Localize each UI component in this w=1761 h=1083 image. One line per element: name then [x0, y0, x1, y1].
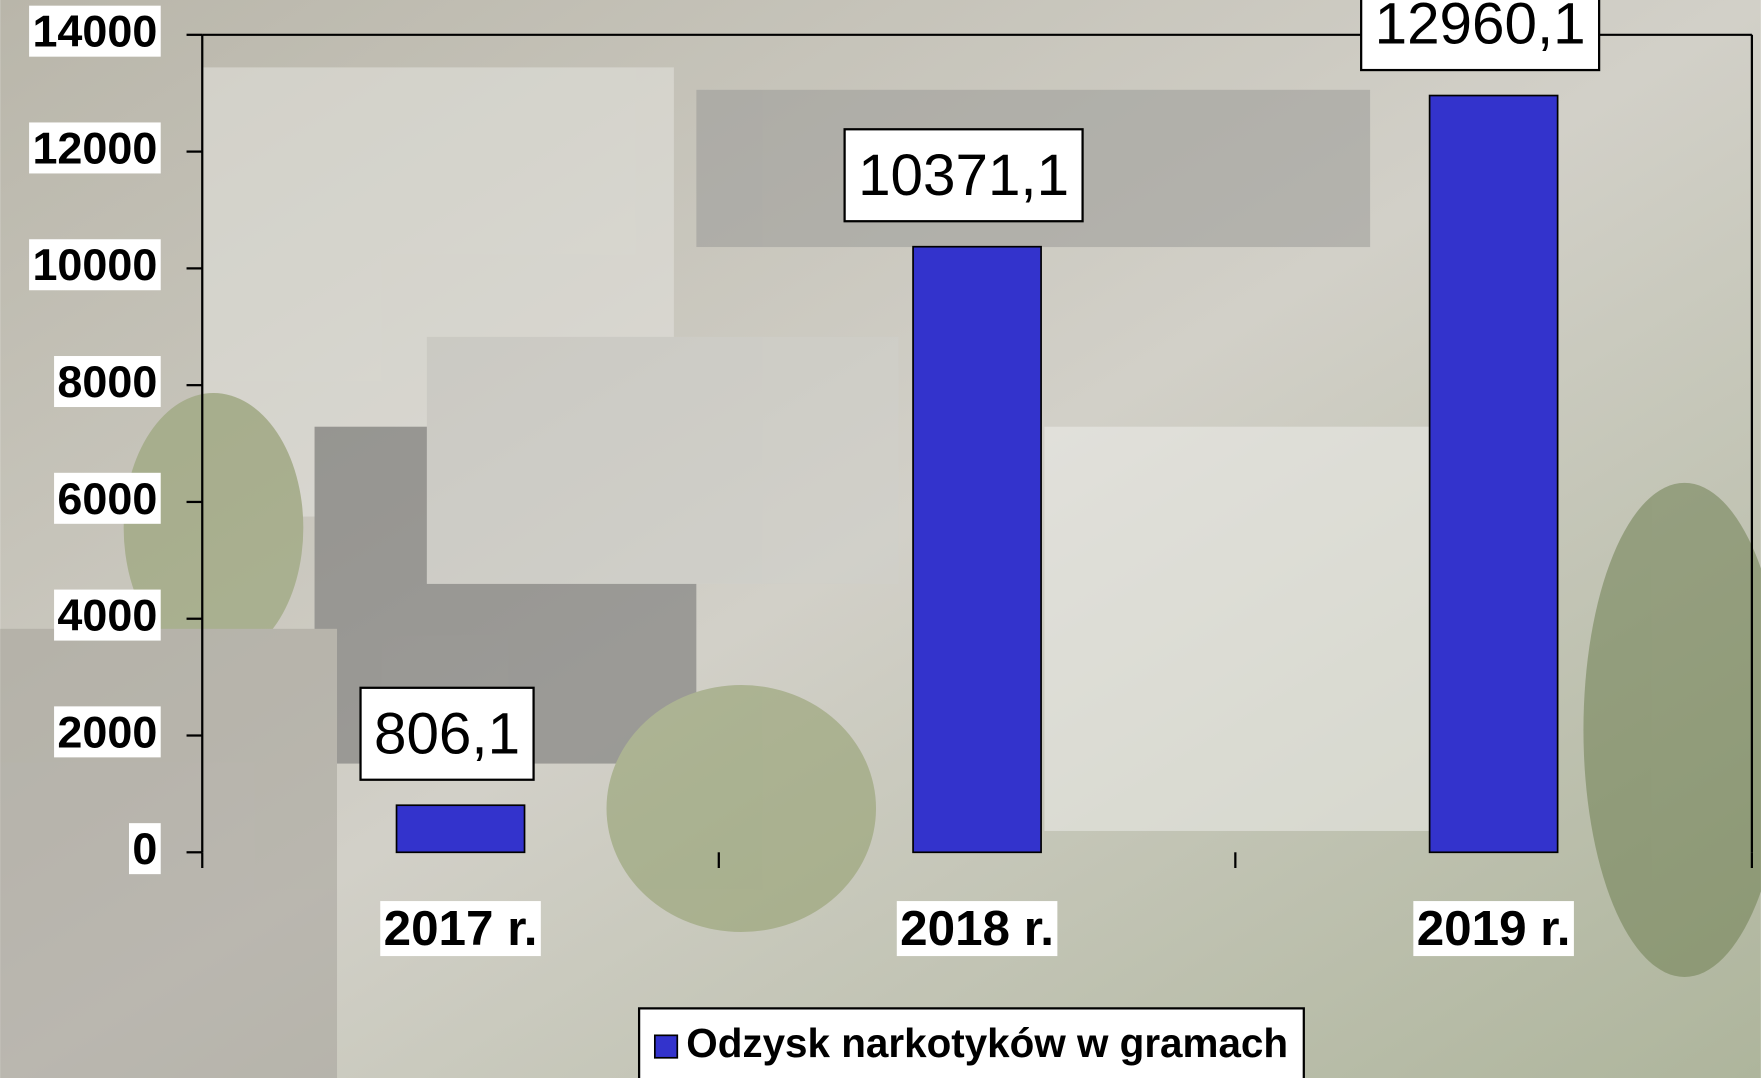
x-tick-label-group: 2019 r. [1413, 901, 1574, 956]
y-tick-label: 8000 [57, 356, 157, 407]
y-tick-label-group: 6000 [54, 473, 161, 524]
x-tick-label-group: 2018 r. [897, 901, 1058, 956]
y-tick-label: 2000 [57, 706, 157, 757]
chart: 0 2000 4000 6000 8000 10000 12000 14000 2017 r. 8… [0, 0, 1761, 1078]
legend-label: Odzysk narkotyków w gramach [686, 1020, 1288, 1066]
y-tick-label-group: 14000 [29, 6, 161, 57]
y-tick-label: 10000 [32, 239, 157, 290]
y-tick-label: 6000 [57, 473, 157, 524]
y-tick-label-group: 2000 [54, 706, 161, 757]
value-label-group: 10371,1 [845, 129, 1083, 221]
x-tick-label: 2019 r. [1417, 901, 1571, 956]
y-tick-label-group: 8000 [54, 356, 161, 407]
y-tick-label: 14000 [32, 6, 157, 57]
legend: Odzysk narkotyków w gramach [639, 1008, 1304, 1078]
y-tick-label-group: 4000 [54, 590, 161, 641]
x-tick-label-group: 2017 r. [380, 901, 541, 956]
value-label: 10371,1 [858, 143, 1069, 208]
y-tick-label: 4000 [57, 590, 157, 641]
bar [1430, 96, 1558, 853]
y-tick-label-group: 10000 [29, 239, 161, 290]
value-label-group: 806,1 [361, 688, 534, 780]
y-tick-label-group: 12000 [29, 122, 161, 173]
y-tick-label: 12000 [32, 122, 157, 173]
legend-swatch [655, 1035, 677, 1057]
x-tick-label: 2018 r. [900, 901, 1054, 956]
bar [397, 805, 525, 852]
x-tick-label: 2017 r. [384, 901, 538, 956]
value-label: 12960,1 [1375, 0, 1586, 57]
value-label-group: 12960,1 [1361, 0, 1599, 70]
bar [913, 247, 1041, 853]
y-tick-label-group: 0 [129, 823, 161, 874]
y-tick-label: 0 [132, 823, 157, 874]
page: {"chart_data": {"type": "bar", "categori… [0, 0, 1761, 1078]
value-label: 806,1 [374, 701, 520, 766]
